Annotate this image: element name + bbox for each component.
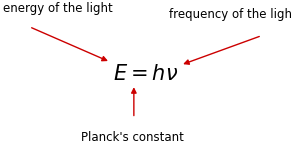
Text: energy of the light: energy of the light (3, 2, 113, 15)
Text: frequency of the light: frequency of the light (169, 8, 291, 21)
Text: Planck's constant: Planck's constant (81, 131, 184, 144)
Text: $E = h\nu$: $E = h\nu$ (113, 64, 178, 84)
